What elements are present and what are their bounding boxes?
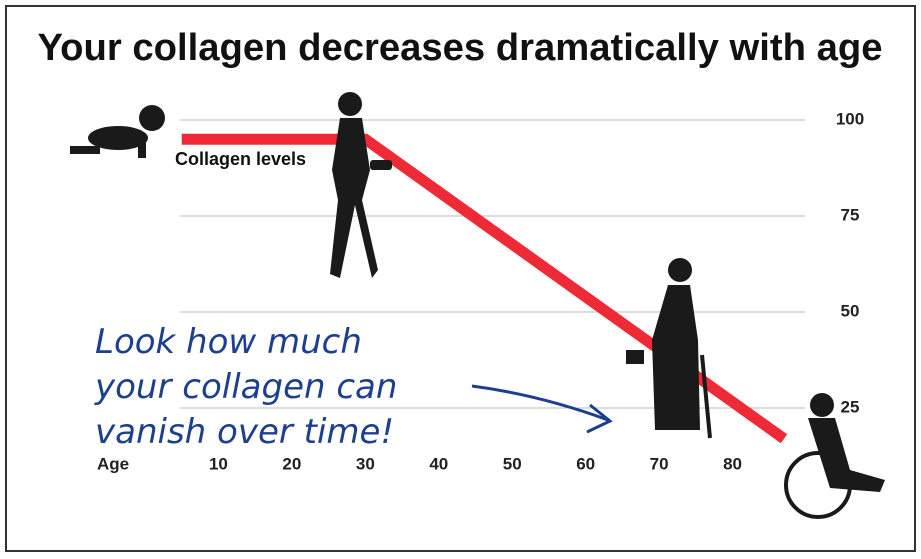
frame bbox=[6, 6, 915, 551]
x-tick-label: 50 bbox=[503, 454, 522, 473]
x-tick-label: 20 bbox=[282, 454, 301, 473]
y-tick-label: 75 bbox=[841, 205, 860, 224]
series-label: Collagen levels bbox=[175, 149, 306, 169]
y-tick-label: 100 bbox=[836, 109, 864, 128]
annotation-line: Look how much bbox=[95, 322, 362, 362]
x-tick-label: 70 bbox=[650, 454, 669, 473]
chart-title: Your collagen decreases dramatically wit… bbox=[38, 27, 883, 69]
x-tick-label: 60 bbox=[576, 454, 595, 473]
x-tick-label: 40 bbox=[429, 454, 448, 473]
annotation-line: vanish over time! bbox=[95, 412, 394, 452]
x-tick-label: 30 bbox=[356, 454, 375, 473]
annotation-line: your collagen can bbox=[94, 367, 397, 407]
chart: Your collagen decreases dramatically wit… bbox=[0, 0, 921, 559]
y-tick-label: 50 bbox=[841, 301, 860, 320]
x-tick-label: 10 bbox=[209, 454, 228, 473]
annotation: Look how much your collagen can vanish ove… bbox=[94, 322, 397, 452]
y-tick-label: 25 bbox=[841, 397, 860, 416]
x-tick-label: 80 bbox=[723, 454, 742, 473]
x-axis-label: Age bbox=[97, 454, 129, 473]
